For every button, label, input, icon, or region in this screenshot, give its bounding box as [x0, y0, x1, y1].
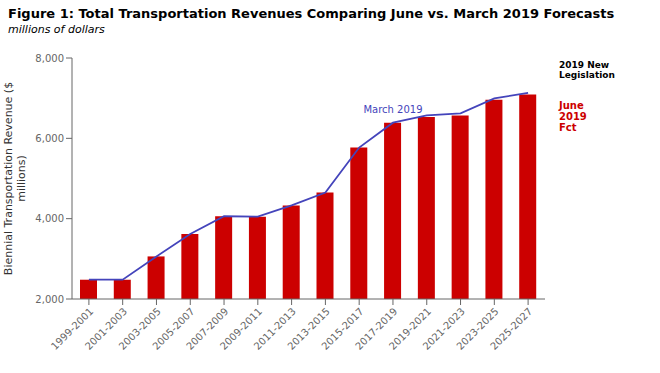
- html-text:millions of dollars: millions of dollars: [8, 23, 105, 36]
- svg-text:2001-2003: 2001-2003: [82, 305, 130, 352]
- svg-text:2007-2009: 2007-2009: [184, 305, 231, 352]
- svg-text:2015-2017: 2015-2017: [319, 305, 366, 352]
- svg-text:2,000: 2,000: [35, 294, 64, 305]
- svg-text:Biennial Transportation Revenu: Biennial Transportation Revenue ($millio…: [8, 82, 28, 275]
- svg-text:2009-2011: 2009-2011: [217, 305, 265, 352]
- svg-text:2021-2023: 2021-2023: [420, 305, 467, 352]
- html-text:Figure 1: Total Transportation: Figure 1: Total Transportation Revenues …: [8, 6, 615, 21]
- svg-text:2013-2015: 2013-2015: [285, 305, 332, 352]
- svg-text:2003-2005: 2003-2005: [116, 305, 163, 352]
- svg-text:2005-2007: 2005-2007: [150, 305, 197, 352]
- html-text:June 2019 Fct: June 2019 Fct: [559, 100, 587, 133]
- svg-text:2025-2027: 2025-2027: [488, 306, 534, 352]
- svg-text:4,000: 4,000: [35, 213, 64, 224]
- svg-text:2023-2025: 2023-2025: [454, 305, 501, 352]
- svg-text:2019-2021: 2019-2021: [386, 305, 434, 352]
- svg-text:March 2019: March 2019: [363, 104, 422, 115]
- svg-text:6,000: 6,000: [35, 133, 64, 144]
- svg-text:1999-2001: 1999-2001: [49, 305, 96, 352]
- svg-text:2011-2013: 2011-2013: [251, 305, 298, 352]
- svg-text:8,000: 8,000: [35, 53, 64, 64]
- svg-text:2017-2019: 2017-2019: [353, 305, 400, 352]
- html-text:2019 New Legislation: 2019 New Legislation: [559, 60, 615, 80]
